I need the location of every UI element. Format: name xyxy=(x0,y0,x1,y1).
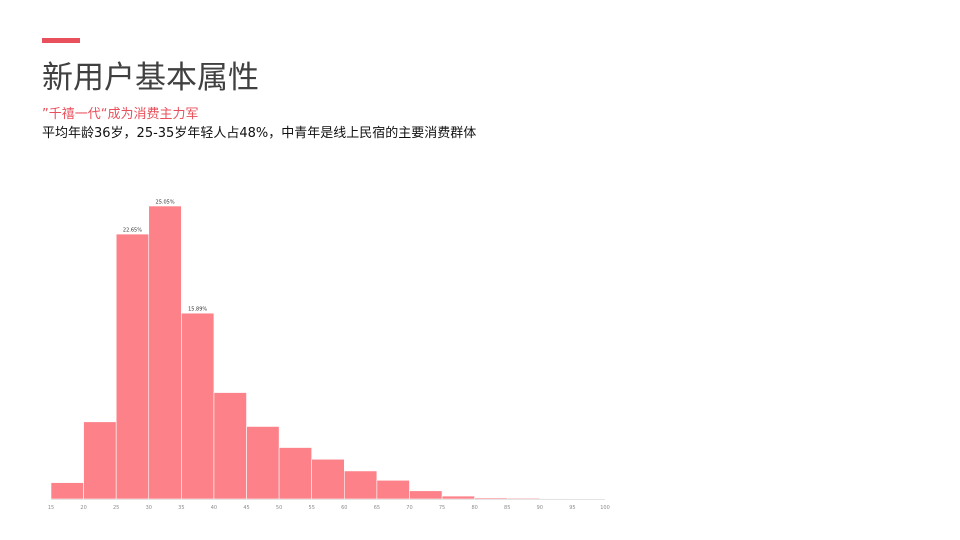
histogram-bar xyxy=(539,498,573,500)
bar-data-label: 25.05% xyxy=(156,200,175,206)
histogram-bar xyxy=(278,447,313,500)
x-tick-label: 45 xyxy=(243,505,249,511)
histogram-bar xyxy=(148,205,182,500)
title-accent-bar xyxy=(42,38,80,43)
histogram-bar xyxy=(409,490,443,500)
x-tick-label: 15 xyxy=(48,505,54,511)
x-tick-label: 100 xyxy=(600,505,610,511)
bar-data-label: 15.89% xyxy=(188,307,207,313)
histogram-bar xyxy=(115,233,150,500)
histogram-bar xyxy=(343,470,378,500)
histogram-bar xyxy=(441,495,475,500)
histogram-bar xyxy=(213,392,247,500)
x-tick-label: 55 xyxy=(309,505,315,511)
x-tick-label: 60 xyxy=(341,505,347,511)
x-tick-label: 65 xyxy=(374,505,380,511)
histogram-bar xyxy=(506,497,541,500)
description: 平均年龄36岁，25-35岁年轻人占48%，中青年是线上民宿的主要消费群体 xyxy=(42,126,477,141)
subtitle: ”千禧一代“成为消费主力军 xyxy=(42,107,199,122)
histogram-bar xyxy=(311,458,345,500)
x-tick-label: 90 xyxy=(537,505,543,511)
x-tick-label: 25 xyxy=(113,505,119,511)
x-tick-label: 30 xyxy=(146,505,152,511)
histogram-bar xyxy=(246,426,280,500)
histogram-bar xyxy=(474,497,508,500)
histogram-bar xyxy=(376,479,410,500)
x-tick-label: 95 xyxy=(569,505,575,511)
histogram-bar xyxy=(83,421,117,500)
histogram-bar xyxy=(50,482,84,500)
x-tick-label: 80 xyxy=(471,505,477,511)
x-tick-label: 35 xyxy=(178,505,184,511)
x-tick-label: 75 xyxy=(439,505,445,511)
x-tick-label: 50 xyxy=(276,505,282,511)
x-tick-label: 70 xyxy=(406,505,412,511)
x-tick-label: 40 xyxy=(211,505,217,511)
bar-data-label: 22.65% xyxy=(123,228,142,234)
page-title: 新用户基本属性 xyxy=(42,60,259,96)
x-tick-label: 85 xyxy=(504,505,510,511)
histogram-bar xyxy=(181,312,215,500)
x-tick-label: 20 xyxy=(80,505,86,511)
